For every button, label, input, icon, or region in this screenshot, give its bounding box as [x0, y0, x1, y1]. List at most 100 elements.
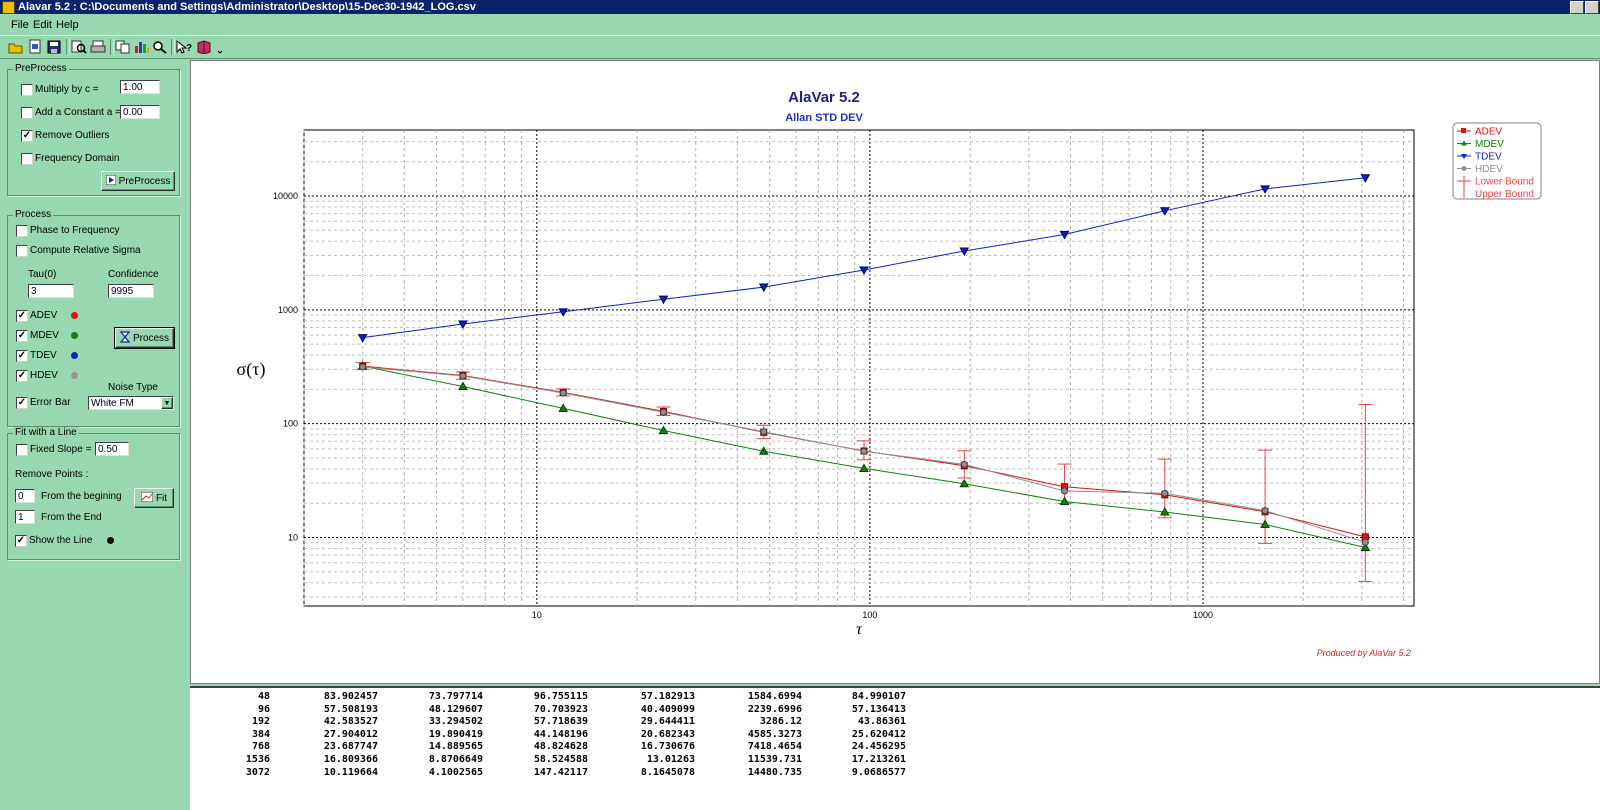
remove-end-label: From the End	[41, 512, 102, 523]
toolbar-chevron-icon[interactable]	[212, 39, 228, 55]
legend-marker	[1461, 166, 1467, 171]
table-cell: 44.148196	[533, 728, 588, 740]
mdev-checkbox[interactable]: ✓	[16, 330, 28, 342]
bar-chart-icon[interactable]	[134, 39, 150, 55]
add-constant-input[interactable]: 0.00	[120, 105, 160, 119]
menu-file[interactable]: File	[11, 19, 29, 31]
close-button[interactable]	[1585, 1, 1599, 14]
context-help-icon[interactable]: ?	[176, 39, 192, 55]
table-cell: 3286.12	[759, 716, 802, 728]
allan-deviation-chart: 10 100 1000 10 100 1000 10000 AlaVar 5.2 Allan…	[237, 89, 1542, 658]
remove-begin-input[interactable]: 0	[15, 489, 35, 503]
mdev-color-dot	[71, 332, 78, 339]
minimize-button[interactable]	[1570, 1, 1584, 14]
process-legend: Process	[13, 209, 54, 220]
adev-checkbox[interactable]: ✓	[16, 310, 28, 322]
tdev-point	[558, 308, 569, 317]
process-button[interactable]: Process	[114, 327, 175, 349]
menu-help[interactable]: Help	[56, 19, 79, 31]
zoom-icon[interactable]	[152, 39, 168, 55]
menu-edit[interactable]: Edit	[33, 19, 52, 31]
remove-end-input[interactable]: 1	[15, 510, 35, 524]
table-cell: 8.8706649	[428, 754, 483, 765]
table-cell: 42.583527	[323, 716, 378, 728]
y-tick-label: 10	[288, 532, 298, 542]
show-line-checkbox[interactable]: ✓	[15, 535, 27, 547]
tdev-point	[959, 247, 970, 257]
process-button-label: Process	[132, 332, 170, 344]
fit-button[interactable]: Fit	[134, 488, 174, 508]
tau-input[interactable]: 3	[28, 284, 74, 298]
dropdown-arrow-icon[interactable]: ▼	[161, 397, 173, 409]
table-cell: 58.524588	[533, 754, 588, 765]
remove-begin-label: From the begining	[41, 491, 122, 502]
table-cell: 33.294502	[428, 716, 483, 728]
hdev-point	[1261, 507, 1269, 515]
y-tick-label: 1000	[278, 305, 298, 315]
fit-button-label: Fit	[155, 492, 168, 504]
fit-chart-icon	[140, 491, 154, 505]
preprocess-button[interactable]: PreProcess	[101, 171, 175, 191]
legend-marker	[1461, 154, 1467, 159]
menu-bar: File Edit Help	[0, 16, 1600, 34]
toolbar: ?	[0, 35, 1600, 59]
print-icon[interactable]	[90, 39, 106, 55]
legend-label: HDEV	[1475, 164, 1503, 175]
remove-outliers-checkbox[interactable]: ✓	[21, 130, 33, 142]
plot-frame	[303, 129, 1415, 607]
remove-outliers-label: Remove Outliers	[35, 130, 110, 141]
copy-icon[interactable]	[115, 39, 131, 55]
hdev-label: HDEV	[30, 370, 58, 381]
multiply-checkbox[interactable]	[21, 84, 33, 96]
table-cell: 4585.3273	[747, 728, 802, 740]
table-cell: 2239.6996	[747, 703, 802, 715]
frequency-domain-checkbox[interactable]	[21, 153, 33, 165]
table-cell: 384	[251, 728, 270, 740]
confidence-input[interactable]: 9995	[108, 284, 154, 298]
hourglass-icon	[119, 330, 131, 346]
save-icon[interactable]	[46, 39, 62, 55]
table-cell: 14480.735	[747, 766, 802, 778]
relative-sigma-checkbox[interactable]	[16, 245, 28, 257]
table-cell: 11539.731	[747, 754, 802, 765]
table-cell: 48	[257, 691, 270, 702]
phase-to-frequency-label: Phase to Frequency	[30, 225, 120, 236]
print-preview-icon[interactable]	[71, 39, 87, 55]
grid	[303, 130, 1414, 606]
tdev-checkbox[interactable]: ✓	[16, 350, 28, 362]
chart-title: AlaVar 5.2	[788, 89, 860, 106]
hdev-checkbox[interactable]: ✓	[16, 370, 28, 382]
table-cell: 57.718639	[533, 716, 588, 728]
mdev-point	[1260, 519, 1270, 528]
table-cell: 3072	[245, 766, 270, 778]
mdev-point	[959, 478, 970, 488]
error-bar-label: Error Bar	[30, 397, 71, 408]
new-file-icon[interactable]	[27, 39, 43, 55]
preprocess-button-label: PreProcess	[118, 175, 171, 187]
error-bar-checkbox[interactable]: ✓	[16, 397, 28, 409]
multiply-input[interactable]: 1.00	[120, 80, 160, 94]
footer-credit: Produced by AlaVar 5.2	[1317, 648, 1411, 658]
table-cell: 1536	[245, 754, 270, 765]
window-title: Alavar 5.2 : C:\Documents and Settings\A…	[18, 1, 476, 13]
table-cell: 14.889565	[428, 741, 483, 753]
x-axis-label: τ	[856, 621, 863, 638]
mdev-point	[1059, 496, 1070, 506]
table-cell: 192	[251, 716, 270, 728]
adev-color-dot	[71, 312, 78, 319]
open-folder-icon[interactable]	[8, 39, 24, 55]
table-cell: 23.687747	[323, 741, 378, 753]
tdev-point	[357, 334, 368, 343]
table-cell: 17.213261	[851, 754, 906, 765]
phase-to-frequency-checkbox[interactable]	[16, 225, 28, 237]
add-constant-checkbox[interactable]	[21, 107, 33, 119]
fixed-slope-checkbox[interactable]	[16, 444, 28, 456]
table-cell: 48.129607	[428, 703, 483, 715]
help-book-icon[interactable]	[196, 39, 212, 55]
tdev-point	[658, 295, 669, 305]
noise-type-select[interactable]: White FM	[88, 396, 174, 410]
x-tick-label: 100	[862, 610, 877, 620]
tau-label: Tau(0)	[28, 269, 57, 280]
table-cell: 96.755115	[533, 691, 588, 702]
fixed-slope-input[interactable]: 0.50	[95, 442, 129, 456]
